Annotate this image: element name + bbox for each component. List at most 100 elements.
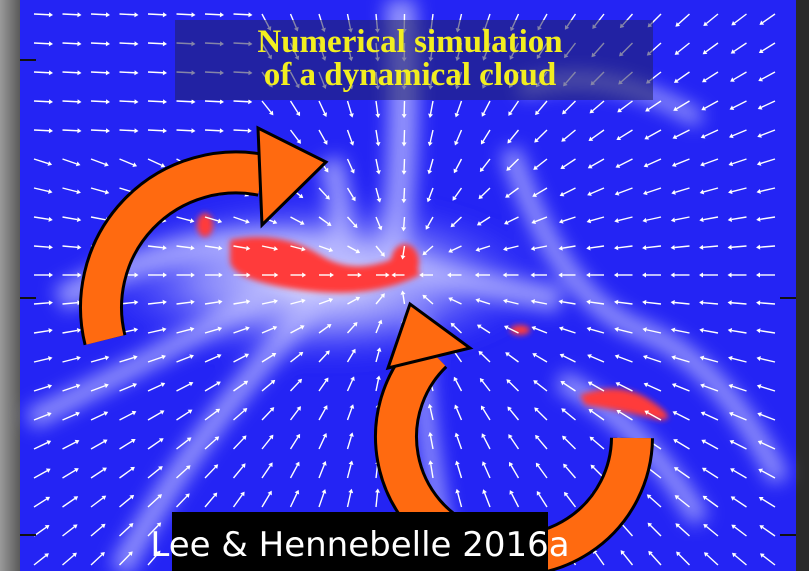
velocity-arrow-head [157, 494, 162, 499]
velocity-arrow [204, 410, 218, 421]
velocity-arrow [734, 554, 747, 566]
velocity-arrow [648, 100, 662, 110]
velocity-arrow-head [419, 272, 424, 278]
velocity-arrow-head [269, 407, 275, 412]
velocity-arrow-head [671, 162, 677, 167]
velocity-arrow [119, 468, 133, 479]
velocity-arrow-head [74, 468, 79, 473]
velocity-arrow [647, 158, 662, 166]
velocity-arrow [647, 129, 662, 138]
velocity-arrow-head [73, 496, 79, 501]
velocity-arrow-head [426, 197, 432, 203]
velocity-arrow-head [240, 491, 245, 497]
velocity-arrow [704, 71, 719, 81]
velocity-arrow-head [297, 378, 303, 384]
velocity-arrow-head [324, 167, 329, 173]
velocity-arrow-head [589, 436, 595, 442]
velocity-arrow-head [102, 439, 108, 444]
velocity-arrow [375, 379, 380, 392]
velocity-arrow-head [77, 41, 82, 47]
velocity-arrow-head [701, 77, 707, 83]
velocity-arrow-head [218, 272, 223, 278]
velocity-arrow [375, 100, 379, 115]
velocity-arrow [261, 381, 273, 392]
velocity-arrow-head [191, 128, 196, 134]
velocity-arrow-head [671, 355, 676, 361]
velocity-arrow-head [675, 22, 681, 27]
velocity-arrow-head [728, 383, 734, 389]
velocity-arrow [479, 245, 491, 251]
velocity-arrow-head [453, 168, 459, 174]
velocity-arrow-head [453, 376, 459, 382]
velocity-arrow-head [401, 170, 407, 175]
velocity-arrow-head [130, 466, 135, 472]
velocity-arrow-head [104, 383, 109, 389]
velocity-arrow-head [348, 488, 354, 494]
velocity-arrow-head [322, 112, 328, 117]
velocity-arrow [534, 216, 548, 223]
velocity-arrow [563, 129, 576, 140]
velocity-arrow-head [670, 300, 675, 305]
velocity-arrow-head [422, 294, 428, 300]
velocity-arrow [233, 216, 247, 223]
velocity-arrow-head [48, 41, 53, 47]
velocity-arrow-head [48, 328, 53, 334]
velocity-arrow-head [215, 408, 221, 414]
velocity-arrow-head [348, 460, 354, 466]
velocity-arrow-head [450, 322, 456, 328]
velocity-arrow-head [530, 299, 536, 305]
velocity-arrow [90, 469, 104, 479]
velocity-arrow [674, 187, 690, 193]
velocity-arrow [346, 379, 354, 392]
velocity-arrow [454, 187, 463, 198]
velocity-arrow [590, 187, 605, 195]
velocity-arrow-head [245, 326, 250, 332]
velocity-arrow [402, 245, 406, 256]
velocity-arrow [590, 355, 605, 363]
velocity-arrow-head [134, 12, 139, 18]
velocity-arrow [375, 129, 379, 143]
velocity-arrow-head [134, 99, 139, 105]
velocity-arrow-head [507, 138, 512, 144]
velocity-arrow [62, 441, 77, 450]
velocity-arrow [147, 411, 162, 421]
velocity-arrow-head [380, 252, 385, 257]
velocity-arrow-head [447, 272, 452, 278]
velocity-arrow-head [759, 553, 765, 558]
velocity-arrow-head [376, 198, 382, 203]
velocity-arrow-head [648, 550, 653, 556]
velocity-arrow-head [562, 109, 567, 115]
velocity-arrow-head [163, 272, 167, 278]
velocity-arrow [375, 351, 380, 363]
velocity-arrow-head [478, 194, 484, 200]
velocity-arrow-head [74, 439, 80, 445]
velocity-arrow [702, 301, 719, 305]
velocity-arrow [590, 383, 605, 392]
velocity-arrow-head [241, 463, 246, 468]
velocity-arrow-head [756, 188, 761, 194]
velocity-arrow [33, 526, 47, 537]
velocity-arrow-head [219, 99, 224, 105]
velocity-arrow [346, 324, 356, 334]
velocity-arrow-head [699, 355, 705, 361]
velocity-arrow-head [758, 468, 763, 474]
velocity-arrow [147, 100, 164, 103]
velocity-arrow-head [77, 99, 82, 105]
velocity-arrow-head [643, 382, 649, 388]
velocity-arrow-head [241, 435, 247, 441]
velocity-arrow-head [351, 196, 356, 202]
velocity-arrow [62, 245, 78, 248]
velocity-arrow [118, 553, 131, 566]
velocity-arrow-head [564, 491, 569, 497]
velocity-arrow-head [701, 439, 707, 444]
velocity-arrow-head [558, 326, 564, 332]
velocity-arrow [233, 327, 247, 334]
velocity-arrow [705, 525, 719, 537]
velocity-arrow [590, 245, 605, 249]
velocity-arrow [62, 526, 75, 537]
velocity-arrow-head [100, 523, 106, 529]
velocity-arrow [402, 216, 406, 228]
velocity-arrow-head [45, 496, 51, 502]
velocity-arrow-head [401, 198, 407, 204]
velocity-arrow-head [586, 218, 592, 224]
